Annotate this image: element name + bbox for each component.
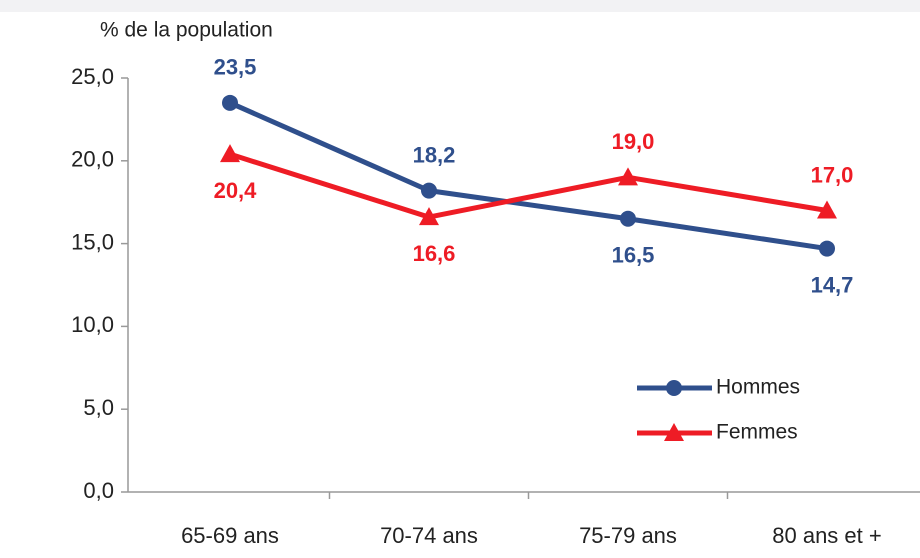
marker bbox=[817, 200, 837, 219]
value-label: 16,6 bbox=[413, 241, 456, 266]
value-label: 20,4 bbox=[214, 178, 258, 203]
marker bbox=[620, 210, 636, 227]
top-band bbox=[0, 0, 920, 12]
marker bbox=[222, 94, 238, 111]
marker bbox=[419, 207, 439, 226]
y-tick-label: 10,0 bbox=[71, 312, 114, 337]
line-femmes bbox=[229, 151, 828, 220]
y-tick-label: 25,0 bbox=[71, 64, 114, 89]
marker bbox=[819, 240, 835, 257]
y-tick-label: 5,0 bbox=[83, 395, 114, 420]
legend-label: Femmes bbox=[716, 421, 798, 444]
marker bbox=[421, 182, 437, 199]
value-label: 23,5 bbox=[214, 55, 257, 80]
line-hommes bbox=[228, 100, 828, 252]
value-label: 17,0 bbox=[811, 162, 854, 187]
value-label: 14,7 bbox=[811, 272, 854, 297]
value-label: 18,2 bbox=[413, 142, 456, 167]
x-tick-label: 65-69 ans bbox=[181, 523, 279, 548]
marker bbox=[618, 167, 638, 186]
x-tick-label: 75-79 ans bbox=[579, 523, 677, 548]
x-tick-label: 80 ans et + bbox=[772, 523, 881, 548]
legend-marker bbox=[664, 423, 684, 441]
value-label: 16,5 bbox=[612, 243, 655, 268]
y-tick-label: 0,0 bbox=[83, 478, 114, 503]
legend-marker bbox=[666, 380, 682, 396]
x-tick-label: 70-74 ans bbox=[380, 523, 478, 548]
y-tick-label: 20,0 bbox=[71, 147, 114, 172]
value-label: 19,0 bbox=[612, 129, 655, 154]
legend-label: Hommes bbox=[716, 376, 800, 399]
y-axis-label: % de la population bbox=[100, 19, 273, 42]
marker bbox=[220, 144, 240, 163]
y-tick-label: 15,0 bbox=[71, 229, 114, 254]
